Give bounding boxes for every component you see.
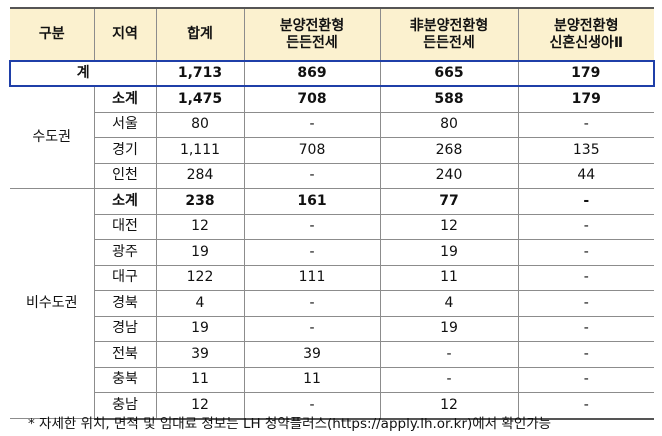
b-cell: 268: [379, 137, 519, 164]
total-b: 665: [379, 60, 519, 87]
c-cell: -: [517, 315, 654, 342]
table-row: 전북 39 39 - -: [10, 341, 654, 368]
a-cell: 708: [243, 137, 381, 164]
sum-cell: 12: [155, 213, 245, 240]
region-cell: 소계: [93, 188, 157, 215]
b-cell: 4: [379, 290, 519, 317]
table-row: 대구 122 111 11 -: [10, 264, 654, 291]
table-row: 인천 284 - 240 44: [10, 162, 654, 189]
sum-cell: 80: [155, 111, 245, 138]
b-cell: 240: [379, 162, 519, 189]
region-cell: 서울: [93, 111, 157, 138]
table-row: 수도권 소계 1,475 708 588 179: [10, 85, 654, 189]
sum-cell: 1,111: [155, 137, 245, 164]
b-cell: -: [379, 341, 519, 368]
c-cell: -: [517, 392, 654, 420]
b-cell: 77: [379, 188, 519, 215]
c-cell: -: [517, 239, 654, 266]
header-newlywed: 분양전환형 신혼신생아Ⅱ: [517, 7, 654, 62]
a-cell: 11: [243, 366, 381, 393]
b-cell: 11: [379, 264, 519, 291]
b-cell: 12: [379, 213, 519, 240]
sum-cell: 238: [155, 188, 245, 215]
region-cell: 충북: [93, 366, 157, 393]
header-row: 구분 지역 합계 분양전환형 든든전세 非분양전환형 든든전세 분양전환형 신혼신생아…: [10, 7, 654, 62]
c-cell: -: [517, 366, 654, 393]
b-cell: 588: [379, 85, 519, 113]
c-cell: -: [517, 213, 654, 240]
table-row: 경남 19 - 19 -: [10, 315, 654, 342]
table-row: 충북 11 11 - -: [10, 366, 654, 393]
table-row: 경기 1,111 708 268 135: [10, 137, 654, 164]
table-row: 광주 19 - 19 -: [10, 239, 654, 266]
b-cell: 80: [379, 111, 519, 138]
c-cell: 135: [517, 137, 654, 164]
a-cell: -: [243, 213, 381, 240]
c-cell: -: [517, 188, 654, 215]
a-cell: 708: [243, 85, 381, 113]
table-row: 비수도권 소계 238 161 77 -: [10, 188, 654, 419]
region-cell: 경북: [93, 290, 157, 317]
a-cell: -: [243, 315, 381, 342]
a-cell: 39: [243, 341, 381, 368]
housing-supply-table: 구분 지역 합계 분양전환형 든든전세 非분양전환형 든든전세 분양전환형 신혼신생아…: [9, 7, 655, 420]
b-cell: 19: [379, 239, 519, 266]
header-total: 합계: [155, 7, 245, 62]
region-cell: 경남: [93, 315, 157, 342]
region-cell: 인천: [93, 162, 157, 189]
sum-cell: 12: [155, 392, 245, 420]
sum-cell: 19: [155, 315, 245, 342]
sum-cell: 39: [155, 341, 245, 368]
region-cell: 소계: [93, 85, 157, 113]
total-label: 계: [9, 60, 157, 87]
table-row: 대전 12 - 12 -: [10, 213, 654, 240]
group-label-capital: 수도권: [10, 85, 95, 189]
b-cell: 19: [379, 315, 519, 342]
sum-cell: 4: [155, 290, 245, 317]
c-cell: -: [517, 290, 654, 317]
header-nonconvertible-jeonse: 非분양전환형 든든전세: [379, 7, 519, 62]
total-row: 계 1,713 869 665 179: [9, 60, 655, 87]
region-cell: 광주: [93, 239, 157, 266]
table-row: 경북 4 - 4 -: [10, 290, 654, 317]
a-cell: -: [243, 162, 381, 189]
c-cell: -: [517, 111, 654, 138]
a-cell: -: [243, 111, 381, 138]
a-cell: 161: [243, 188, 381, 215]
b-cell: 12: [379, 392, 519, 420]
region-cell: 전북: [93, 341, 157, 368]
footnote: * 자세한 위치, 면적 및 임대료 정보는 LH 청약플러스(https://…: [28, 416, 552, 432]
total-c: 179: [517, 60, 655, 87]
region-cell: 경기: [93, 137, 157, 164]
region-cell: 대구: [93, 264, 157, 291]
a-cell: -: [243, 290, 381, 317]
a-cell: 111: [243, 264, 381, 291]
table-row: 충남 12 - 12 -: [10, 392, 654, 420]
sum-cell: 19: [155, 239, 245, 266]
total-sum: 1,713: [155, 60, 245, 87]
region-cell: 충남: [93, 392, 157, 420]
c-cell: -: [517, 264, 654, 291]
group-label-noncapital: 비수도권: [10, 188, 95, 419]
sum-cell: 284: [155, 162, 245, 189]
header-convertible-jeonse: 분양전환형 든든전세: [243, 7, 381, 62]
sum-cell: 11: [155, 366, 245, 393]
a-cell: -: [243, 239, 381, 266]
c-cell: -: [517, 341, 654, 368]
region-cell: 대전: [93, 213, 157, 240]
header-category: 구분: [10, 7, 95, 62]
header-region: 지역: [93, 7, 157, 62]
b-cell: -: [379, 366, 519, 393]
table-row: 서울 80 - 80 -: [10, 111, 654, 138]
total-a: 869: [243, 60, 381, 87]
c-cell: 179: [517, 85, 654, 113]
sum-cell: 1,475: [155, 85, 245, 113]
sum-cell: 122: [155, 264, 245, 291]
c-cell: 44: [517, 162, 654, 189]
